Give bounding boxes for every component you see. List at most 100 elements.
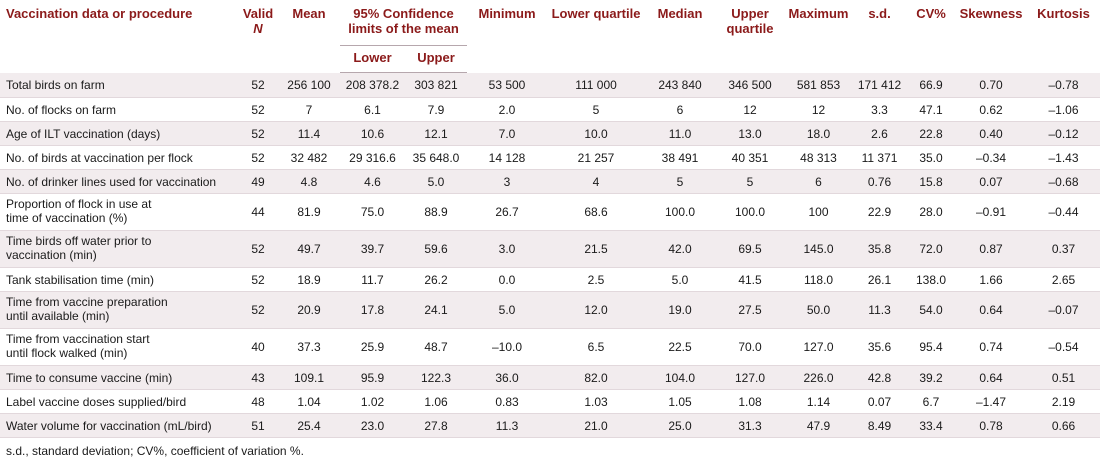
cell-sd: 22.9 [852,193,908,231]
cell-sd: 11.3 [852,291,908,329]
cell-kurtosis: –0.78 [1027,72,1100,98]
cell-lower-quartile: 2.5 [547,267,646,292]
cell-kurtosis: 2.65 [1027,267,1100,292]
cell-sd: 35.6 [852,328,908,366]
table-row: Time birds off water prior to vaccinatio… [0,230,1100,268]
cell-lower: 208 378.2 [340,72,405,98]
row-label: Total birds on farm [0,72,238,98]
header-skewness: Skewness [959,6,1023,21]
cell-valid-n: 52 [238,267,278,292]
cell-lower-quartile: 5 [547,97,646,122]
table-row: Tank stabilisation time (min) 52 18.9 11.7 2… [0,267,1100,292]
row-label: Tank stabilisation time (min) [0,267,238,292]
cell-median: 5.0 [645,267,716,292]
table-row: Age of ILT vaccination (days) 52 11.4 10.6 1… [0,121,1100,146]
cell-upper-quartile: 100.0 [715,193,786,231]
cell-lower: 1.02 [340,389,405,414]
cell-cv: 6.7 [907,389,956,414]
cell-mean: 49.7 [278,230,340,268]
table-row: No. of flocks on farm 52 7 6.1 7.9 2.0 5 6 12 12 3… [0,97,1100,122]
cell-valid-n: 52 [238,72,278,98]
cell-maximum: 47.9 [785,413,853,438]
cell-cv: 28.0 [907,193,956,231]
cell-valid-n: 52 [238,97,278,122]
cell-minimum: 3 [467,169,548,194]
row-label: Water volume for vaccination (mL/bird) [0,413,238,438]
cell-upper-quartile: 69.5 [715,230,786,268]
table-row: Label vaccine doses supplied/bird 48 1.04 1… [0,389,1100,414]
row-label: No. of birds at vaccination per flock [0,145,238,170]
cell-kurtosis: –0.12 [1027,121,1100,146]
table-body: Total birds on farm 52 256 100 208 378.2 303… [0,72,1100,438]
row-label: Time from vaccine preparation until avai… [0,291,238,329]
cell-upper-quartile: 31.3 [715,413,786,438]
cell-lower: 4.6 [340,169,405,194]
cell-mean: 109.1 [278,365,340,390]
cell-upper: 1.06 [405,389,468,414]
row-label: Proportion of flock in use at time of va… [0,193,238,231]
cell-upper: 24.1 [405,291,468,329]
header-mean: Mean [292,6,326,21]
cell-sd: 8.49 [852,413,908,438]
cell-upper: 26.2 [405,267,468,292]
cell-lower: 10.6 [340,121,405,146]
cell-median: 19.0 [645,291,716,329]
cell-maximum: 6 [785,169,853,194]
cell-kurtosis: –1.06 [1027,97,1100,122]
cell-skewness: –0.91 [955,193,1028,231]
table-row: Time to consume vaccine (min) 43 109.1 95.9… [0,365,1100,390]
cell-minimum: 36.0 [467,365,548,390]
header-minimum: Minimum [478,6,536,21]
header-median: Median [657,6,703,21]
row-label: Time from vaccination start until flock … [0,328,238,366]
header-lower-quartile: Lower quartile [551,6,641,21]
cell-lower: 95.9 [340,365,405,390]
cell-lower-quartile: 21.0 [547,413,646,438]
header-valid-n: Valid N [242,6,274,36]
cell-median: 42.0 [645,230,716,268]
cell-skewness: 0.64 [955,365,1028,390]
cell-valid-n: 49 [238,169,278,194]
cell-lower-quartile: 12.0 [547,291,646,329]
cell-upper: 12.1 [405,121,468,146]
cell-upper: 27.8 [405,413,468,438]
cell-minimum: 5.0 [467,291,548,329]
header-upper-quartile: Upper quartile [726,6,774,36]
cell-lower-quartile: 82.0 [547,365,646,390]
cell-kurtosis: –1.43 [1027,145,1100,170]
table-row: Total birds on farm 52 256 100 208 378.2 303… [0,72,1100,98]
cell-upper: 88.9 [405,193,468,231]
cell-upper-quartile: 1.08 [715,389,786,414]
cell-lower-quartile: 10.0 [547,121,646,146]
cell-skewness: 0.78 [955,413,1028,438]
cell-skewness: –1.47 [955,389,1028,414]
cell-minimum: –10.0 [467,328,548,366]
cell-kurtosis: 0.51 [1027,365,1100,390]
cell-maximum: 50.0 [785,291,853,329]
cell-maximum: 118.0 [785,267,853,292]
header-ci-upper: Upper [405,45,468,73]
cell-minimum: 3.0 [467,230,548,268]
cell-valid-n: 51 [238,413,278,438]
row-label: Label vaccine doses supplied/bird [0,389,238,414]
cell-valid-n: 52 [238,121,278,146]
cell-kurtosis: –0.68 [1027,169,1100,194]
header-kurtosis: Kurtosis [1037,6,1090,21]
cell-mean: 81.9 [278,193,340,231]
header-maximum: Maximum [788,6,849,21]
cell-valid-n: 52 [238,291,278,329]
cell-skewness: 0.62 [955,97,1028,122]
cell-minimum: 53 500 [467,72,548,98]
cell-median: 6 [645,97,716,122]
cell-minimum: 2.0 [467,97,548,122]
cell-minimum: 14 128 [467,145,548,170]
cell-lower: 17.8 [340,291,405,329]
row-label: Time birds off water prior to vaccinatio… [0,230,238,268]
cell-minimum: 0.83 [467,389,548,414]
cell-valid-n: 52 [238,230,278,268]
cell-cv: 39.2 [907,365,956,390]
cell-maximum: 127.0 [785,328,853,366]
cell-maximum: 226.0 [785,365,853,390]
cell-cv: 138.0 [907,267,956,292]
cell-valid-n: 48 [238,389,278,414]
